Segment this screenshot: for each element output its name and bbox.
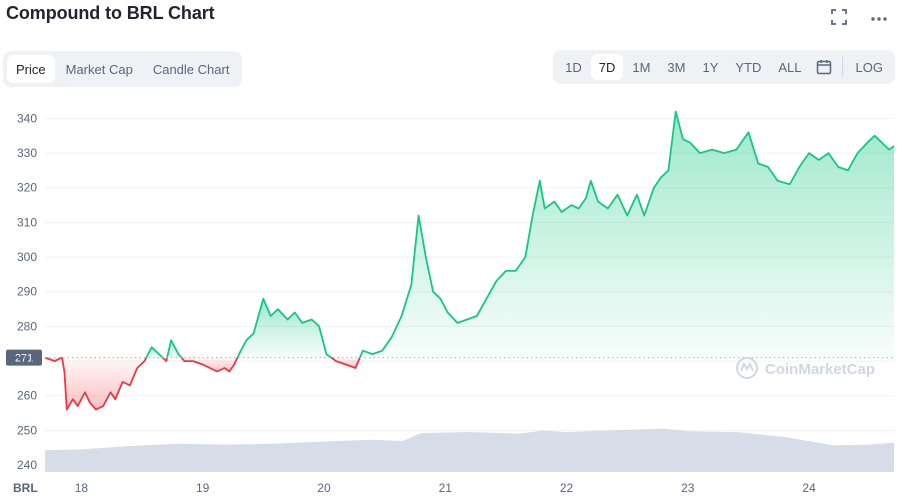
y-tick-label: 310 <box>17 215 37 229</box>
chart-actions <box>830 9 888 27</box>
x-tick-label: 22 <box>560 481 574 495</box>
y-tick-label: 260 <box>17 389 37 403</box>
range-1d[interactable]: 1D <box>565 59 582 75</box>
price-line-up <box>166 339 183 359</box>
x-tick-label: 23 <box>681 481 695 495</box>
watermark-text: CoinMarketCap <box>765 361 875 378</box>
y-tick-label: 280 <box>17 319 37 333</box>
range-all[interactable]: ALL <box>778 59 802 75</box>
price-line-down <box>330 356 361 369</box>
y-tick-label: 270 <box>17 354 37 368</box>
watermark: CoinMarketCap <box>736 357 875 379</box>
reference-badge <box>6 349 42 366</box>
log-toggle[interactable]: LOG <box>855 59 883 75</box>
x-tick-label: 24 <box>802 481 816 495</box>
x-tick-label: 18 <box>75 481 89 495</box>
price-line-up <box>359 110 895 358</box>
range-ytd[interactable]: YTD <box>735 59 762 75</box>
y-tick-label: 300 <box>17 250 37 264</box>
tab-price[interactable]: Price <box>7 55 55 83</box>
price-line-up <box>145 346 164 359</box>
volume-area <box>45 428 894 472</box>
time-range-selector: 1D 7D 1M 3M 1Y YTD ALL LOG <box>553 50 895 84</box>
price-line-down <box>180 357 239 373</box>
price-line-up <box>236 297 332 359</box>
y-tick-label: 250 <box>17 423 37 437</box>
range-1m[interactable]: 1M <box>632 59 651 75</box>
price-area-down <box>181 357 238 372</box>
price-line-down <box>161 356 168 362</box>
price-area-down <box>331 357 360 368</box>
chart-view-tabs: Price Market Cap Candle Chart <box>3 51 243 87</box>
y-tick-label: 330 <box>17 146 37 160</box>
range-separator <box>841 57 843 77</box>
reference-label: 271 <box>15 353 33 365</box>
x-tick-label: 20 <box>317 481 331 495</box>
price-area-up <box>237 298 332 358</box>
price-line-down <box>44 356 63 362</box>
currency-label: BRL <box>13 481 38 495</box>
range-1y[interactable]: 1Y <box>702 59 719 75</box>
y-tick-label: 340 <box>17 111 37 125</box>
tab-market-cap[interactable]: Market Cap <box>65 61 133 77</box>
price-line-down <box>61 357 148 411</box>
price-area-up <box>359 111 894 358</box>
fullscreen-icon[interactable] <box>830 9 848 27</box>
calendar-icon[interactable] <box>811 54 837 80</box>
page-title: Compound to BRL Chart <box>6 3 215 23</box>
y-tick-label: 240 <box>17 458 37 472</box>
tab-candle-chart[interactable]: Candle Chart <box>152 61 230 77</box>
y-tick-label: 290 <box>17 285 37 299</box>
more-icon[interactable] <box>870 9 888 27</box>
y-tick-label: 320 <box>17 181 37 195</box>
range-3m[interactable]: 3M <box>667 59 686 75</box>
x-tick-label: 21 <box>439 481 453 495</box>
price-area-down <box>62 357 147 410</box>
range-7d[interactable]: 7D <box>590 54 624 80</box>
x-tick-label: 19 <box>196 481 210 495</box>
